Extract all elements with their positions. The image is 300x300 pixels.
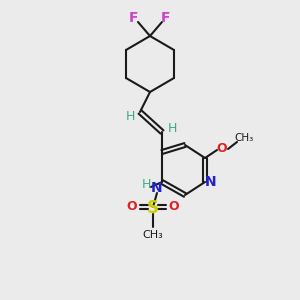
Text: CH₃: CH₃ xyxy=(142,230,164,240)
Text: N: N xyxy=(151,181,163,195)
Text: CH₃: CH₃ xyxy=(234,133,254,143)
Text: H: H xyxy=(125,110,135,122)
Text: O: O xyxy=(169,200,179,214)
Text: F: F xyxy=(161,11,171,25)
Text: O: O xyxy=(127,200,137,214)
Text: H: H xyxy=(141,178,151,190)
Text: F: F xyxy=(129,11,139,25)
Text: O: O xyxy=(217,142,227,155)
Text: N: N xyxy=(205,175,217,189)
Text: S: S xyxy=(147,199,159,217)
Text: H: H xyxy=(167,122,177,134)
